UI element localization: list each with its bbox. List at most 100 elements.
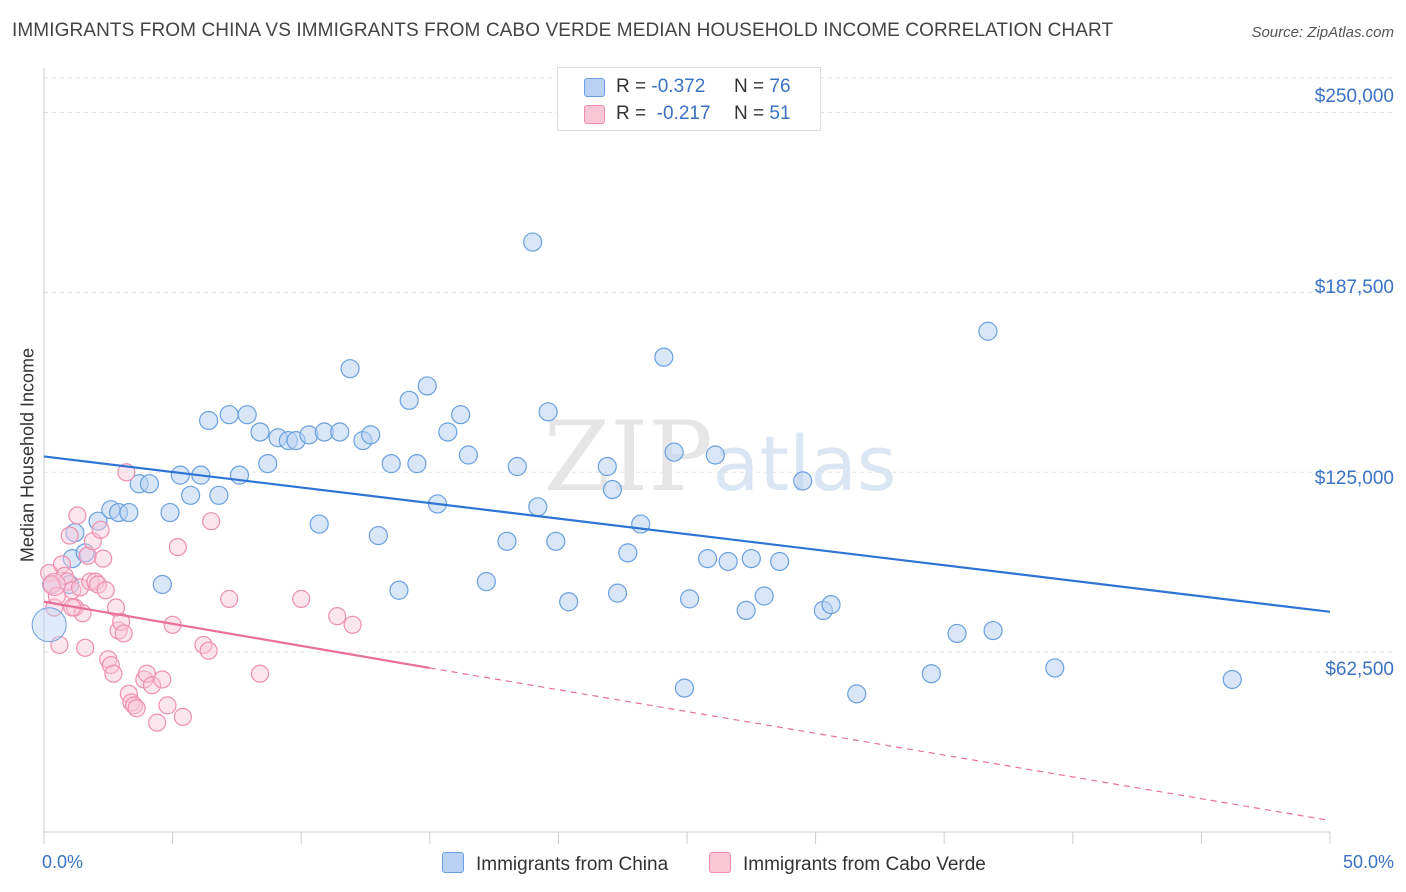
r-stat: R = -0.217 [616,103,711,124]
cabo-verde-point [124,696,144,715]
cabo-verde-point [153,670,172,689]
cabo-verde-point [96,581,115,600]
china-point [330,422,350,442]
y-tick-label: $125,000 [1314,468,1394,489]
watermark: ZIPatlas [544,401,897,513]
cabo-verde-point [122,693,141,712]
cabo-verde-swatch-icon [709,852,731,873]
china-point [361,425,381,445]
china-point [602,479,623,500]
china-point [1222,669,1242,690]
china-point [983,620,1003,641]
china-point [497,531,517,551]
legend-row-cabo-verde: R = -0.217 N = 51 [558,101,820,129]
cabo-verde-point [60,526,79,545]
china-point [458,445,478,465]
china-point [309,514,329,534]
legend-row-china: R = -0.372 N = 76 [558,74,820,102]
cabo-verde-point [292,589,311,608]
cabo-verde-point [328,607,347,626]
china-point [674,678,695,698]
x-tick-label: 0.0% [42,852,84,872]
china-point [381,454,401,474]
cabo-verde-point [91,520,110,539]
china-point [219,405,239,425]
china-point [679,589,700,609]
cabo-verde-point [142,676,162,695]
cabo-verde-point [40,563,59,583]
n-stat: N = 76 [734,76,791,97]
cabo-verde-point [202,512,221,531]
china-swatch-icon [442,852,464,873]
chart-title: IMMIGRANTS FROM CHINA VS IMMIGRANTS FROM… [12,20,1114,41]
china-point [199,410,219,431]
y-tick-label: $250,000 [1314,86,1394,107]
china-point [389,580,409,600]
n-stat: N = 51 [734,103,791,124]
legend-item-china: Immigrants from China [442,852,668,876]
china-trend-line [43,455,1331,613]
china-point [705,445,725,465]
china-point [793,471,813,491]
china-point [507,456,527,477]
cabo-verde-point [343,615,362,634]
china-point [847,684,867,704]
cabo-verde-swatch-icon [584,105,605,124]
cabo-verde-point [52,555,72,574]
china-point [921,664,941,684]
china-point [697,549,718,569]
cabo-verde-point [76,638,95,657]
china-point [546,531,566,551]
cabo-verde-point [112,612,131,632]
china-point [654,347,674,367]
china-point [597,456,617,477]
china-point [741,549,761,569]
china-point [160,502,180,523]
cabo-verde-point [106,598,126,617]
china-point [559,592,579,612]
cabo-verde-point [250,664,270,683]
china-point [340,359,360,379]
cabo-verde-point [168,537,187,557]
china-point [607,583,628,603]
correlation-legend: R = -0.372 N = 76 R = -0.217 N = 51 [557,67,821,131]
china-point [523,232,543,252]
china-point [258,454,278,474]
china-point [754,586,774,606]
cabo-verde-point [94,549,113,568]
cabo-verde-point [78,546,97,565]
cabo-verde-trend-extension [429,667,1331,822]
r-stat: R = -0.372 [616,76,706,97]
china-point [538,402,558,422]
cabo-verde-point [148,713,167,732]
china-point [139,474,160,494]
china-point [417,376,437,396]
china-point [978,321,998,341]
china-point [368,525,388,546]
china-point [664,442,684,462]
legend-item-cabo-verde: Immigrants from Cabo Verde [709,852,986,876]
china-point [947,623,967,644]
china-point [31,607,67,643]
china-point [181,485,201,505]
x-tick-label: 50.0% [1342,852,1394,872]
cabo-verde-point [42,573,66,597]
china-point [1045,658,1065,678]
china-point [170,465,190,485]
china-point [718,551,738,572]
cabo-verde-point [114,624,133,643]
cabo-verde-point [194,635,213,655]
china-point [769,551,790,572]
cabo-verde-point [127,699,146,718]
china-point [618,543,638,563]
china-point [438,422,458,442]
cabo-verde-point [117,463,136,482]
cabo-verde-point [199,641,218,660]
china-point [152,574,172,595]
y-tick-label: $187,500 [1314,277,1394,298]
china-point [399,390,419,410]
source-label: Source: ZipAtlas.com [1251,24,1394,41]
y-tick-label: $62,500 [1325,659,1394,680]
china-point [407,454,427,474]
